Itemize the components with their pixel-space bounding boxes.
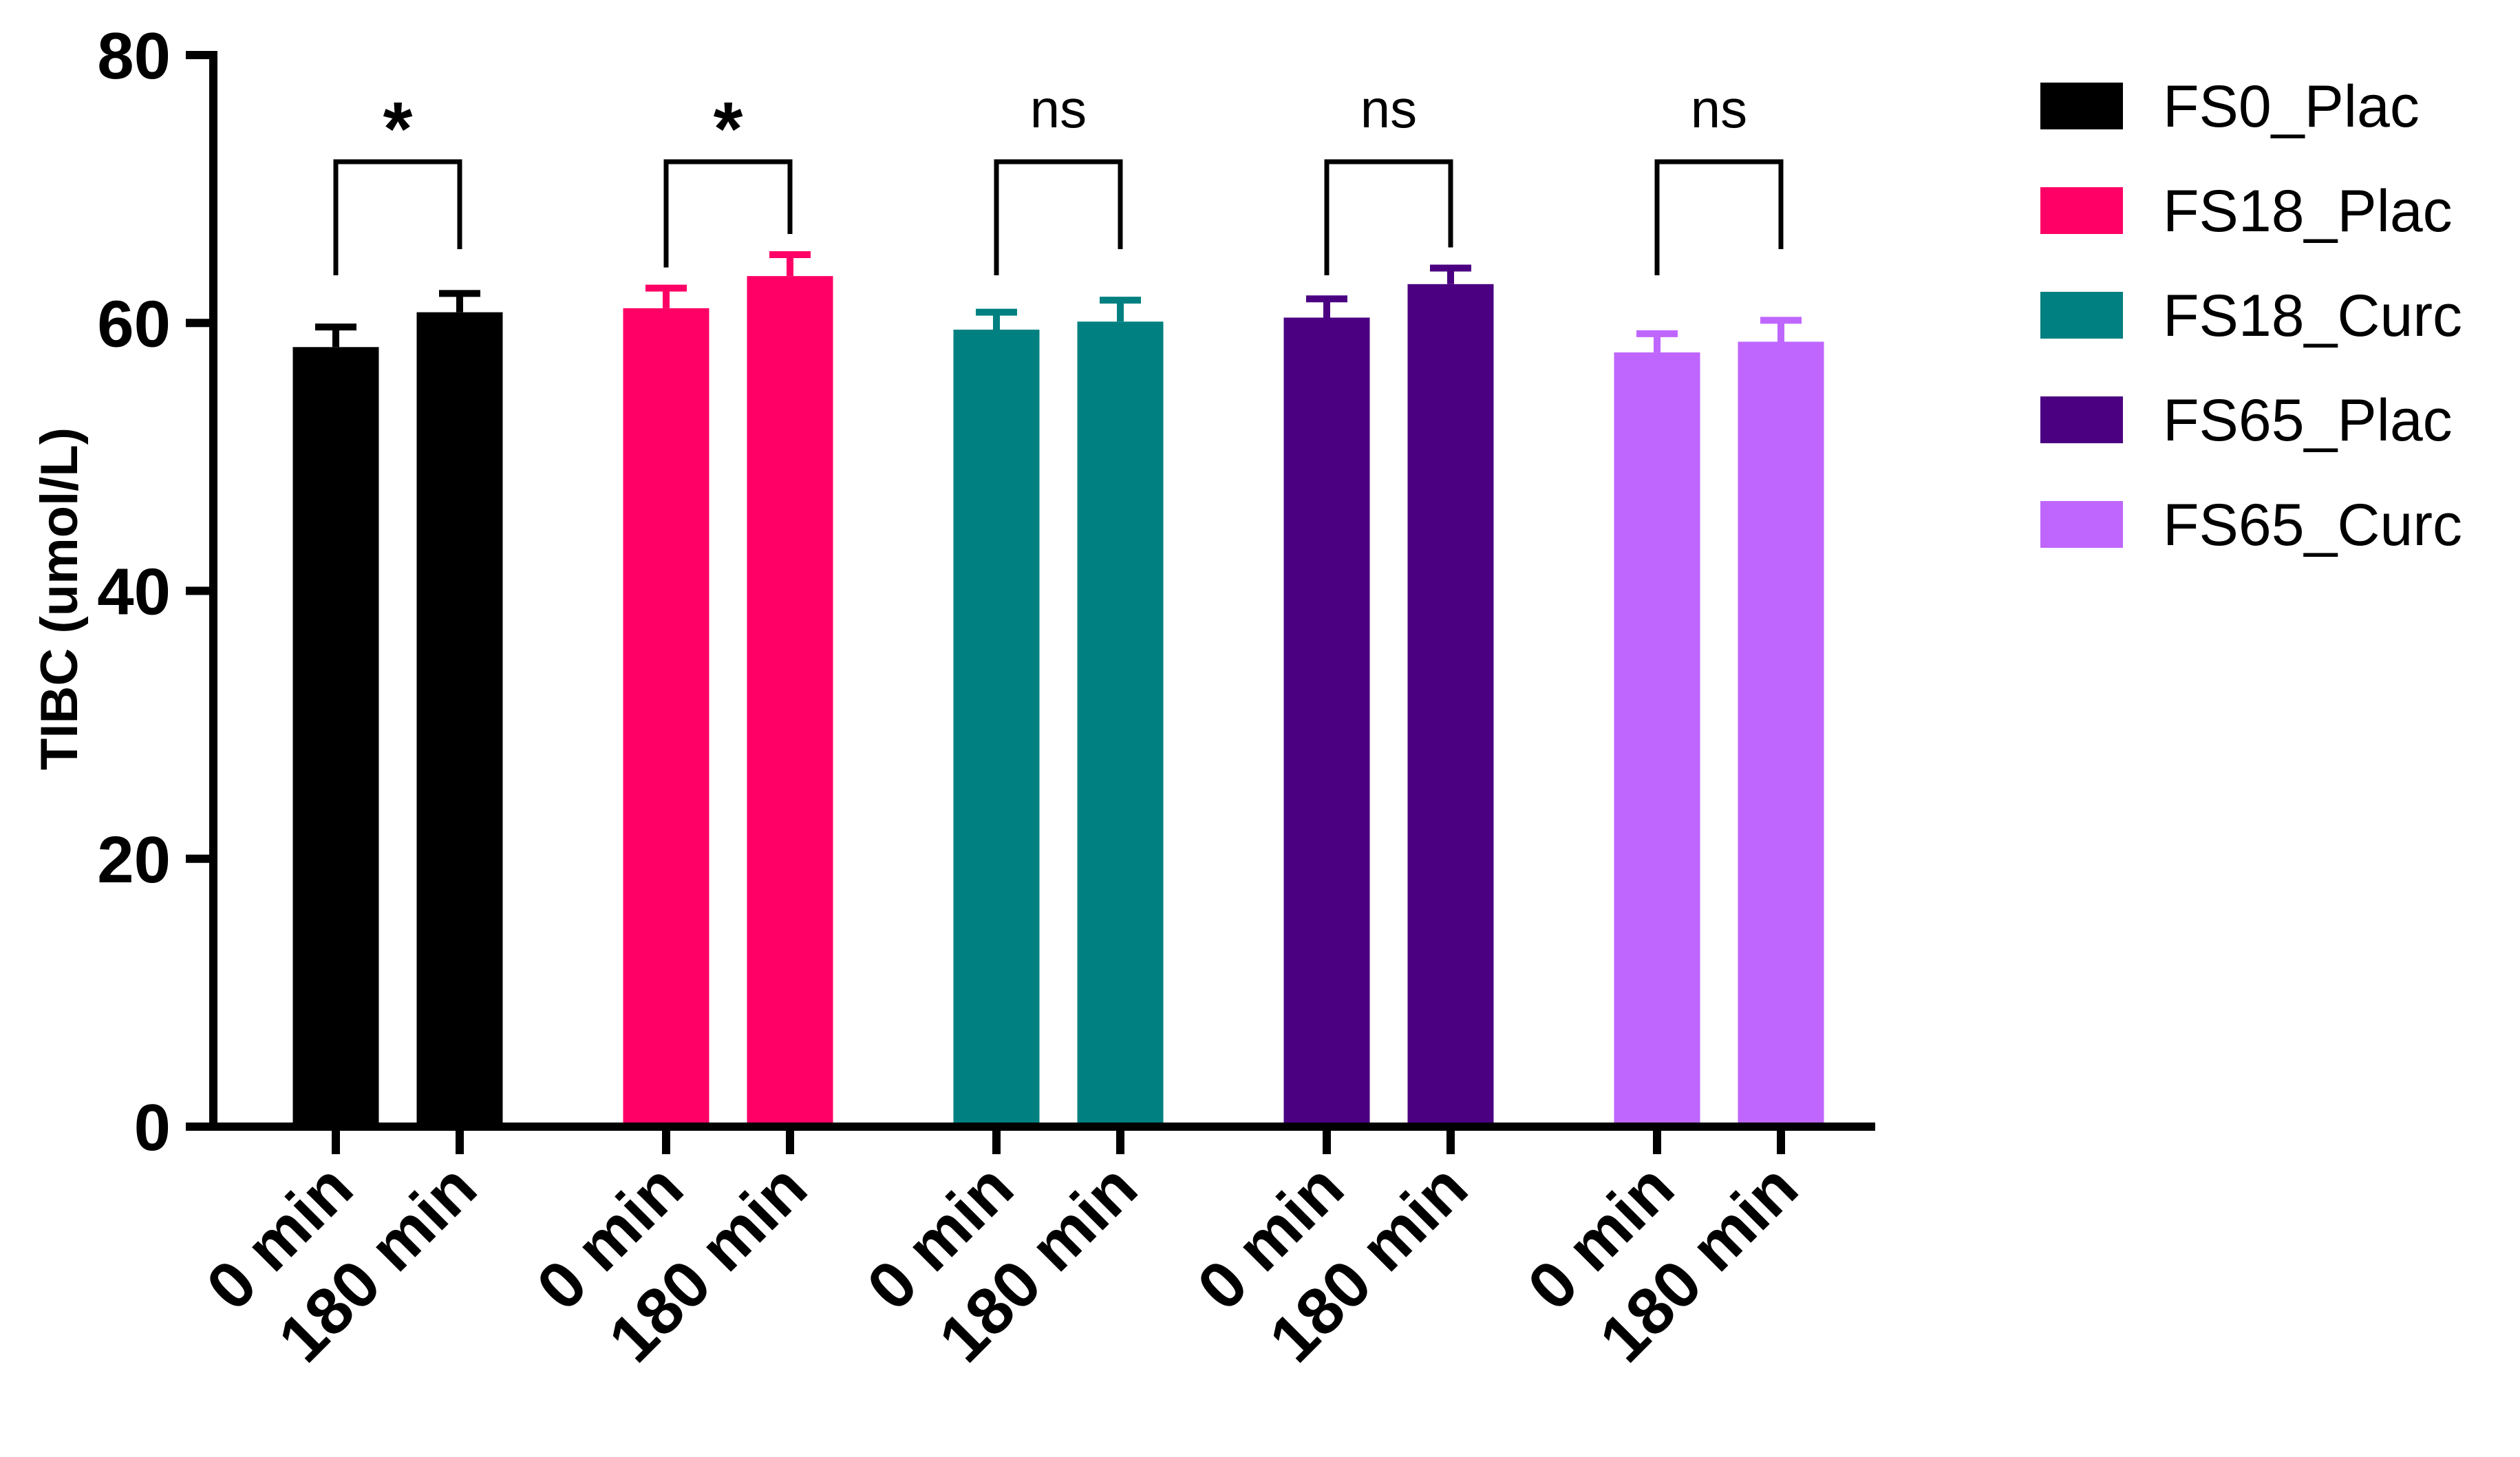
y-tick-label: 40 (97, 555, 171, 629)
bar-FS65_Curc-0 (1614, 352, 1700, 1127)
significance-label-FS18_Curc: ns (1030, 78, 1087, 139)
bar-FS18_Plac-1 (747, 276, 833, 1127)
bar-FS0_Plac-0 (292, 347, 379, 1127)
bar-FS18_Curc-0 (953, 329, 1040, 1127)
significance-bracket-FS0_Plac (333, 159, 462, 275)
legend-swatch-FS65_Curc (2040, 501, 2123, 548)
y-tick-label: 20 (97, 823, 171, 897)
significance-bracket-FS65_Curc (1654, 159, 1784, 275)
legend-swatch-FS65_Plac (2040, 396, 2123, 443)
legend-swatch-FS18_Plac (2040, 187, 2123, 234)
bar-FS18_Curc-1 (1077, 321, 1164, 1127)
significance-bracket-FS18_Plac (663, 159, 793, 268)
significance-bracket-FS18_Curc (994, 159, 1123, 275)
significance-label-FS65_Plac: ns (1360, 78, 1417, 139)
bar-FS0_Plac-1 (416, 312, 503, 1127)
significance-label-FS0_Plac: * (383, 87, 413, 171)
significance-label-FS18_Plac: * (714, 87, 743, 171)
significance-bracket-FS65_Plac (1324, 159, 1453, 275)
legend-label-FS0_Plac: FS0_Plac (2163, 74, 2420, 140)
y-axis-title: TIBC (umol/L) (30, 427, 89, 770)
legend-label-FS18_Curc: FS18_Curc (2163, 283, 2462, 349)
legend-label-FS65_Curc: FS65_Curc (2163, 492, 2462, 558)
significance-label-FS65_Curc: ns (1691, 78, 1747, 139)
legend: FS0_Plac FS18_Plac FS18_Curc FS65_Plac FS65_… (2040, 74, 2462, 558)
y-tick-label: 80 (97, 19, 171, 93)
bar-FS65_Plac-0 (1283, 317, 1370, 1127)
y-tick-label: 0 (134, 1091, 171, 1164)
legend-label-FS18_Plac: FS18_Plac (2163, 178, 2453, 244)
legend-swatch-FS18_Curc (2040, 292, 2123, 339)
bar-FS65_Plac-1 (1407, 284, 1494, 1127)
y-tick-label: 60 (97, 287, 171, 361)
bar-FS65_Curc-1 (1738, 341, 1824, 1127)
legend-swatch-FS0_Plac (2040, 83, 2123, 129)
bar-FS18_Plac-0 (623, 308, 709, 1127)
legend-label-FS65_Plac: FS65_Plac (2163, 387, 2453, 454)
bars-layer: * * ns ns ns (292, 78, 1824, 1127)
